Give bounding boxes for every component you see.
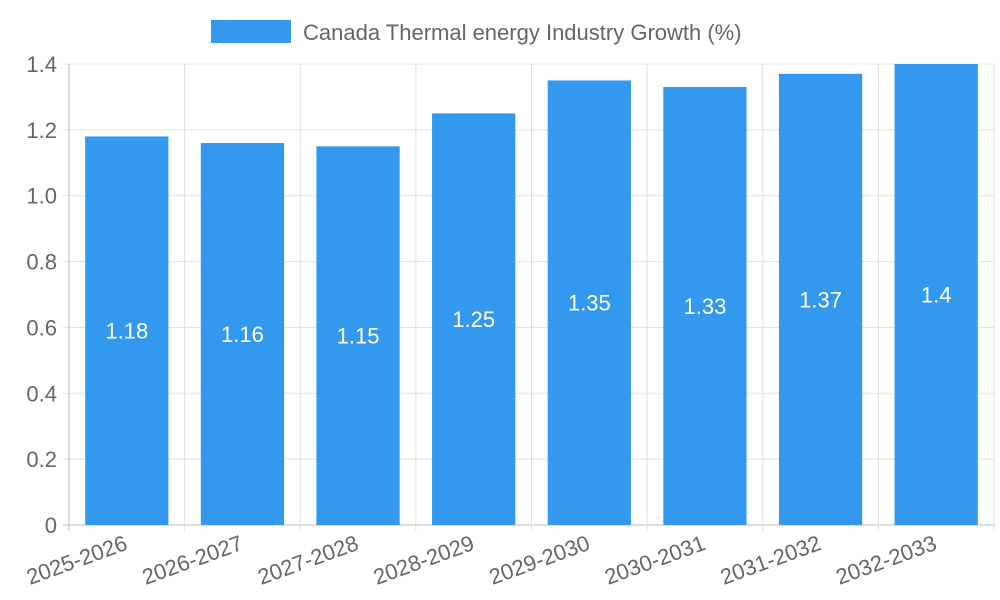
y-tick-label: 0.2 [26,447,57,472]
x-tick-label: 2030-2031 [601,530,708,589]
bar-value-label: 1.4 [921,283,952,308]
y-tick-label: 0.8 [26,250,57,275]
x-tick-label: 2031-2032 [717,530,824,589]
bar[interactable] [200,143,285,525]
x-tick-label: 2032-2033 [832,530,939,589]
bar-value-label: 1.25 [452,307,495,332]
y-tick-label: 0.6 [26,315,57,340]
y-tick-label: 1.2 [26,118,57,143]
bar[interactable] [778,73,863,525]
x-tick-label: 2029-2030 [486,530,593,589]
legend-label[interactable]: Canada Thermal energy Industry Growth (%… [303,20,742,45]
y-tick-label: 1.0 [26,184,57,209]
bar[interactable] [894,64,978,525]
bar-value-label: 1.37 [799,287,842,312]
bar[interactable] [85,136,169,525]
y-tick-label: 1.4 [26,52,57,77]
x-tick-label: 2025-2026 [23,530,130,589]
x-tick-label: 2027-2028 [254,530,361,589]
bars [85,64,978,526]
bar[interactable] [547,80,631,525]
x-tick-label: 2028-2029 [370,530,477,589]
bar[interactable] [316,146,400,526]
bar-value-label: 1.33 [684,294,727,319]
legend-swatch[interactable] [211,20,291,43]
bar-value-label: 1.35 [568,291,611,316]
x-tick-label: 2026-2027 [139,530,246,589]
bar-value-label: 1.18 [105,319,148,344]
y-tick-label: 0 [45,513,57,538]
bar-value-label: 1.15 [337,324,380,349]
bar[interactable] [663,87,747,526]
bar-value-label: 1.16 [221,322,264,347]
bar[interactable] [432,113,516,526]
legend[interactable]: Canada Thermal energy Industry Growth (%… [211,20,742,45]
y-tick-label: 0.4 [26,381,57,406]
